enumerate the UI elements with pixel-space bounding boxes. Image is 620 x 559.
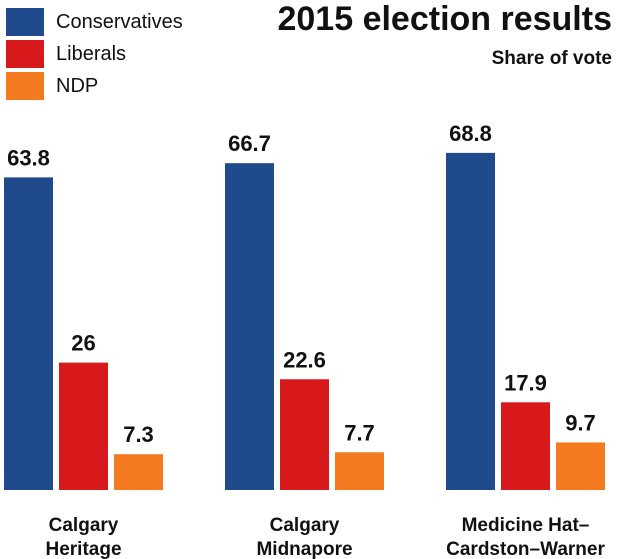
- category-label-1-line-2: Heritage: [45, 539, 121, 559]
- bar-conservatives-3: [446, 153, 495, 490]
- data-label-ndp-2: 7.7: [344, 420, 375, 445]
- data-label-liberals-1: 26: [71, 331, 95, 356]
- bar-liberals-2: [280, 379, 329, 490]
- category-label-3-line-2: Cardston–Warner: [446, 539, 605, 559]
- legend-label-ndp: NDP: [56, 75, 98, 98]
- legend-swatch-conservatives: [6, 8, 44, 36]
- bar-conservatives-2: [225, 163, 274, 490]
- legend-swatch-ndp: [6, 72, 44, 100]
- bar-conservatives-1: [4, 177, 53, 490]
- legend-swatch-liberals: [6, 40, 44, 68]
- data-label-conservatives-3: 68.8: [449, 121, 492, 146]
- bar-liberals-3: [501, 402, 550, 490]
- data-label-ndp-3: 9.7: [565, 410, 596, 435]
- bar-ndp-1: [114, 454, 163, 490]
- data-label-conservatives-2: 66.7: [228, 131, 271, 156]
- bar-ndp-3: [556, 442, 605, 490]
- legend-label-liberals: Liberals: [56, 43, 126, 66]
- data-label-conservatives-1: 63.8: [7, 145, 50, 170]
- chart-title: 2015 election results: [277, 0, 612, 39]
- category-label-2-line-1: Calgary: [270, 515, 340, 536]
- legend-item-ndp: NDP: [6, 70, 183, 102]
- category-label-1-line-1: Calgary: [49, 515, 119, 536]
- legend: Conservatives Liberals NDP: [6, 6, 183, 102]
- bar-ndp-2: [335, 452, 384, 490]
- category-label-2-line-2: Midnapore: [256, 539, 352, 559]
- chart-subtitle: Share of vote: [492, 48, 612, 70]
- legend-item-liberals: Liberals: [6, 38, 183, 70]
- bar-liberals-1: [59, 363, 108, 490]
- legend-item-conservatives: Conservatives: [6, 6, 183, 38]
- legend-label-conservatives: Conservatives: [56, 11, 183, 34]
- data-label-ndp-1: 7.3: [123, 422, 154, 447]
- data-label-liberals-3: 17.9: [504, 370, 547, 395]
- data-label-liberals-2: 22.6: [283, 347, 326, 372]
- category-label-3-line-1: Medicine Hat–: [462, 515, 590, 536]
